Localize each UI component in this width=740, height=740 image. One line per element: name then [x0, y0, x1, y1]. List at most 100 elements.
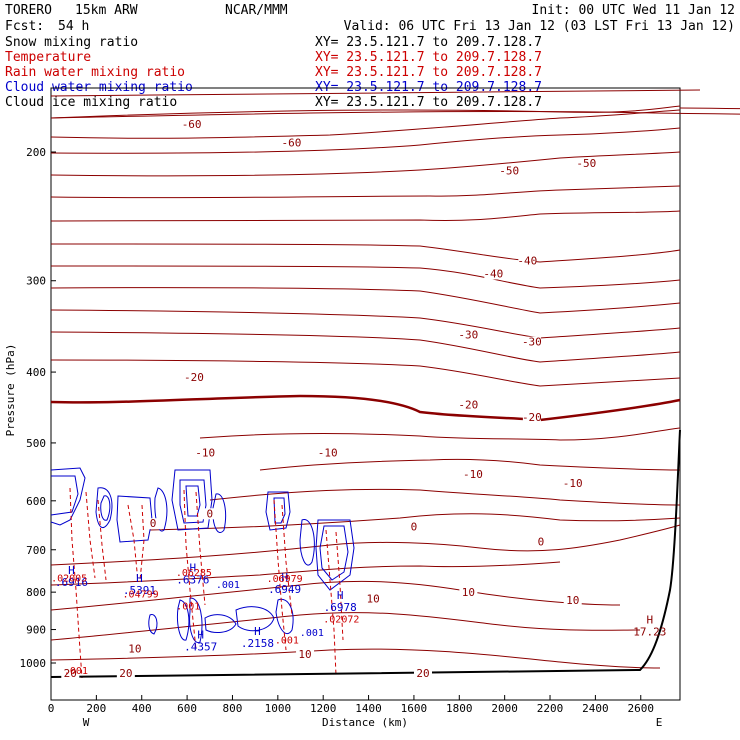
contour-label: -20	[458, 398, 478, 411]
contour-label: -10	[195, 446, 215, 459]
forecast-label: Fcst:	[5, 19, 44, 34]
terrain-line	[50, 429, 681, 678]
cloud-water-line	[189, 597, 203, 644]
contour-label: 0	[411, 521, 418, 534]
contour-label: -30	[522, 336, 542, 349]
isotherm-line	[50, 524, 681, 566]
isotherm-line	[50, 648, 661, 669]
rain-water-line	[127, 504, 139, 583]
cloud-water-line	[235, 606, 275, 632]
contour-label-bg	[459, 399, 478, 411]
field-value-label: .001	[275, 635, 299, 646]
rain-water-line	[97, 499, 107, 581]
x-tick-label: 600	[177, 702, 197, 715]
isotherm-line	[50, 287, 681, 314]
extremum-letter: H	[647, 613, 654, 626]
contour-label-bg	[500, 165, 519, 177]
cloud-water-line	[154, 487, 168, 532]
contour-label-bg	[522, 336, 541, 348]
field-name-rain: Rain water mixing ratio	[5, 65, 185, 80]
isotherm-line	[50, 265, 681, 289]
cloud-water-line	[148, 614, 158, 635]
rain-water-line	[139, 504, 145, 581]
isotherm-line	[50, 107, 740, 119]
y-axis-ticks: 200 300 400 500 600 700 800 900 1000	[20, 146, 56, 670]
x-axis-title: Distance (km)	[322, 716, 408, 729]
field-name-temperature: Temperature	[5, 50, 91, 65]
x-tick-label: 1000	[265, 702, 292, 715]
cloud-water-line	[50, 475, 79, 516]
isotherm-line	[50, 109, 681, 139]
model-name: TORERO	[5, 3, 52, 18]
contour-label-bg	[531, 536, 550, 548]
field-value-label: .04799	[123, 589, 159, 600]
y-tick-label: 200	[26, 146, 46, 159]
extremum-letter: H	[197, 629, 204, 642]
contour-label-bg	[296, 648, 315, 660]
y-tick-label: 400	[26, 366, 46, 379]
extremum-letter: H	[136, 572, 143, 585]
rain-water-line	[195, 491, 206, 606]
contour-label: -20	[184, 371, 204, 384]
contour-label: 0	[538, 535, 545, 548]
contour-label: 0	[150, 517, 157, 530]
extremum-value: .4357	[184, 641, 217, 654]
contour-label: 20	[119, 667, 132, 680]
isotherm-line	[50, 331, 681, 363]
contour-label-bg	[184, 371, 203, 383]
field-value-labels: .02005.04799.06285.06979.02072.001.001.0…	[51, 568, 359, 677]
rain-water-line	[183, 489, 197, 651]
isotherm-line	[50, 185, 681, 199]
contour-label-bg	[318, 447, 337, 459]
isotherm-line	[50, 394, 681, 422]
contour-label: -10	[463, 468, 483, 481]
isotherm-line	[50, 210, 681, 222]
cloud-water-contours	[50, 467, 355, 644]
y-tick-label: 300	[26, 275, 46, 288]
x-tick-label: 400	[132, 702, 152, 715]
extremum-value: .6376	[176, 574, 209, 587]
cloud-water-line	[185, 485, 201, 517]
contour-label-bg	[196, 447, 215, 459]
y-tick-label: 500	[26, 437, 46, 450]
isotherm-line	[50, 580, 621, 611]
y-tick-label: 1000	[20, 657, 47, 670]
temperature-contours	[50, 89, 740, 669]
contour-label: 10	[366, 593, 379, 606]
field-value-label: .001	[176, 602, 200, 613]
organization: NCAR/MMM	[225, 3, 288, 18]
rain-water-line	[85, 491, 96, 579]
contour-label-bg	[364, 593, 383, 605]
isotherm-line	[199, 427, 681, 441]
isotherm-line	[50, 561, 561, 586]
field-xy-snow: XY= 23.5.121.7 to 209.7.128.7	[315, 35, 542, 50]
rain-water-line	[69, 487, 83, 679]
field-value-label: .001	[64, 666, 88, 677]
field-name-cloud-ice: Cloud ice mixing ratio	[5, 95, 177, 110]
cloud-water-line	[265, 491, 291, 531]
extremum-value: .6949	[268, 583, 301, 596]
isotherm-line	[50, 309, 681, 339]
contour-label-bg	[282, 137, 301, 149]
x-axis-west-label: W	[83, 716, 90, 729]
contour-label: 20	[64, 667, 77, 680]
extremum-letter: H	[68, 564, 75, 577]
cloud-water-line	[95, 487, 113, 528]
contour-label-bg	[459, 586, 478, 598]
y-axis-title: Pressure (hPa)	[4, 344, 17, 437]
contour-label: -60	[182, 118, 202, 131]
cloud-water-line	[100, 495, 111, 521]
field-xy-rain: XY= 23.5.121.7 to 209.7.128.7	[315, 65, 542, 80]
extremum-letter: H	[337, 589, 344, 602]
contour-label-bg	[563, 595, 582, 607]
field-value-label: .001	[300, 628, 324, 639]
temperature-contour-labels: -60 -60 -50 -50 -40 -40 -30 -30 -20 -20 -20 -10 -10 -…	[61, 118, 596, 680]
cloud-water-line	[299, 519, 315, 566]
rain-water-contours	[69, 487, 344, 679]
cloud-water-line	[177, 599, 190, 641]
field-value-label: .02005	[51, 573, 87, 584]
extremum-value: .2158	[241, 637, 274, 650]
isotherm-line	[50, 359, 681, 387]
